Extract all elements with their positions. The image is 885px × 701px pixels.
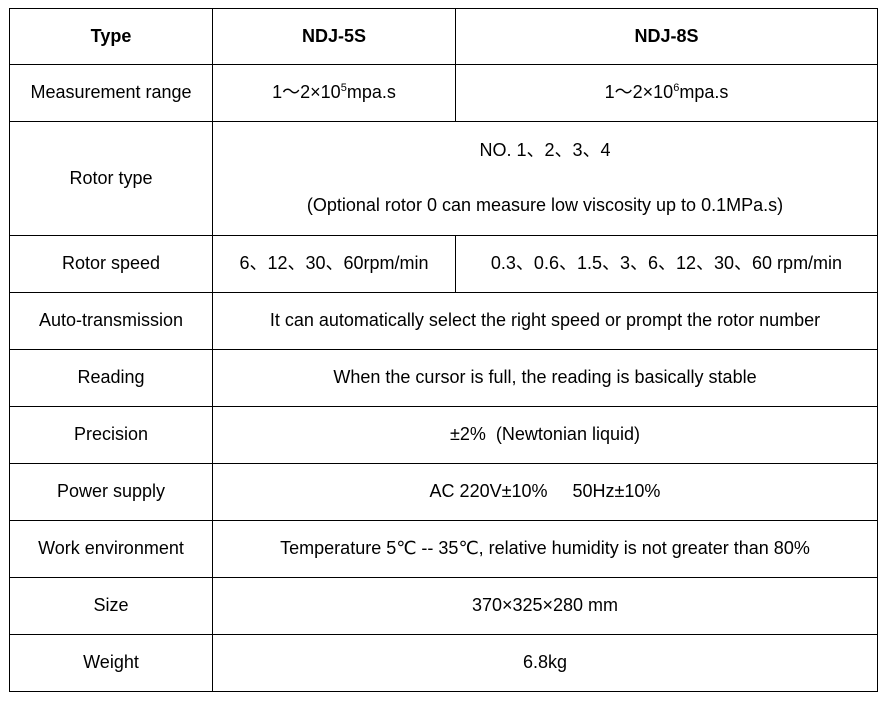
rotor-type-row: Rotor type NO. 1、2、3、4 (Optional rotor 0…: [9, 121, 878, 236]
reading-label: Reading: [9, 349, 213, 407]
header-ndj-5s-cell: NDJ-5S: [212, 8, 456, 65]
auto-transmission-value: It can automatically select the right sp…: [212, 292, 878, 350]
size-row: Size 370×325×280 mm: [9, 577, 878, 635]
rotor-type-label: Rotor type: [9, 121, 213, 236]
measurement-range-ndj-8s: 1～2×106mpa.s: [455, 64, 878, 122]
weight-value: 6.8kg: [212, 634, 878, 692]
auto-transmission-row: Auto-transmission It can automatically s…: [9, 292, 878, 350]
work-environment-label: Work environment: [9, 520, 213, 578]
size-value: 370×325×280 mm: [212, 577, 878, 635]
header-type-cell: Type: [9, 8, 213, 65]
rotor-speed-label: Rotor speed: [9, 235, 213, 293]
rotor-type-note: (Optional rotor 0 can measure low viscos…: [306, 195, 784, 215]
header-ndj-8s-cell: NDJ-8S: [455, 8, 878, 65]
work-environment-value: Temperature 5℃ -- 35℃, relative humidity…: [212, 520, 878, 578]
rotor-type-value: NO. 1、2、3、4 (Optional rotor 0 can measur…: [212, 121, 878, 236]
power-supply-label: Power supply: [9, 463, 213, 521]
auto-transmission-label: Auto-transmission: [9, 292, 213, 350]
precision-value: ±2% (Newtonian liquid): [212, 406, 878, 464]
power-supply-value: AC 220V±10% 50Hz±10%: [212, 463, 878, 521]
precision-row: Precision ±2% (Newtonian liquid): [9, 406, 878, 464]
measurement-range-row: Measurement range 1～2×105mpa.s 1～2×106mp…: [9, 64, 878, 122]
reading-value: When the cursor is full, the reading is …: [212, 349, 878, 407]
weight-row: Weight 6.8kg: [9, 634, 878, 692]
header-row: Type NDJ-5S NDJ-8S: [9, 8, 878, 65]
reading-row: Reading When the cursor is full, the rea…: [9, 349, 878, 407]
rotor-speed-row: Rotor speed 6、12、30、60rpm/min 0.3、0.6、1.…: [9, 235, 878, 293]
measurement-range-ndj-5s: 1～2×105mpa.s: [212, 64, 456, 122]
size-label: Size: [9, 577, 213, 635]
work-environment-row: Work environment Temperature 5℃ -- 35℃, …: [9, 520, 878, 578]
precision-label: Precision: [9, 406, 213, 464]
rotor-speed-ndj-5s: 6、12、30、60rpm/min: [212, 235, 456, 293]
rotor-speed-ndj-8s: 0.3、0.6、1.5、3、6、12、30、60 rpm/min: [455, 235, 878, 293]
rotor-type-models: NO. 1、2、3、4: [479, 140, 611, 161]
spec-table: Type NDJ-5S NDJ-8S Measurement range 1～2…: [9, 8, 878, 692]
power-supply-row: Power supply AC 220V±10% 50Hz±10%: [9, 463, 878, 521]
weight-label: Weight: [9, 634, 213, 692]
measurement-range-label: Measurement range: [9, 64, 213, 122]
